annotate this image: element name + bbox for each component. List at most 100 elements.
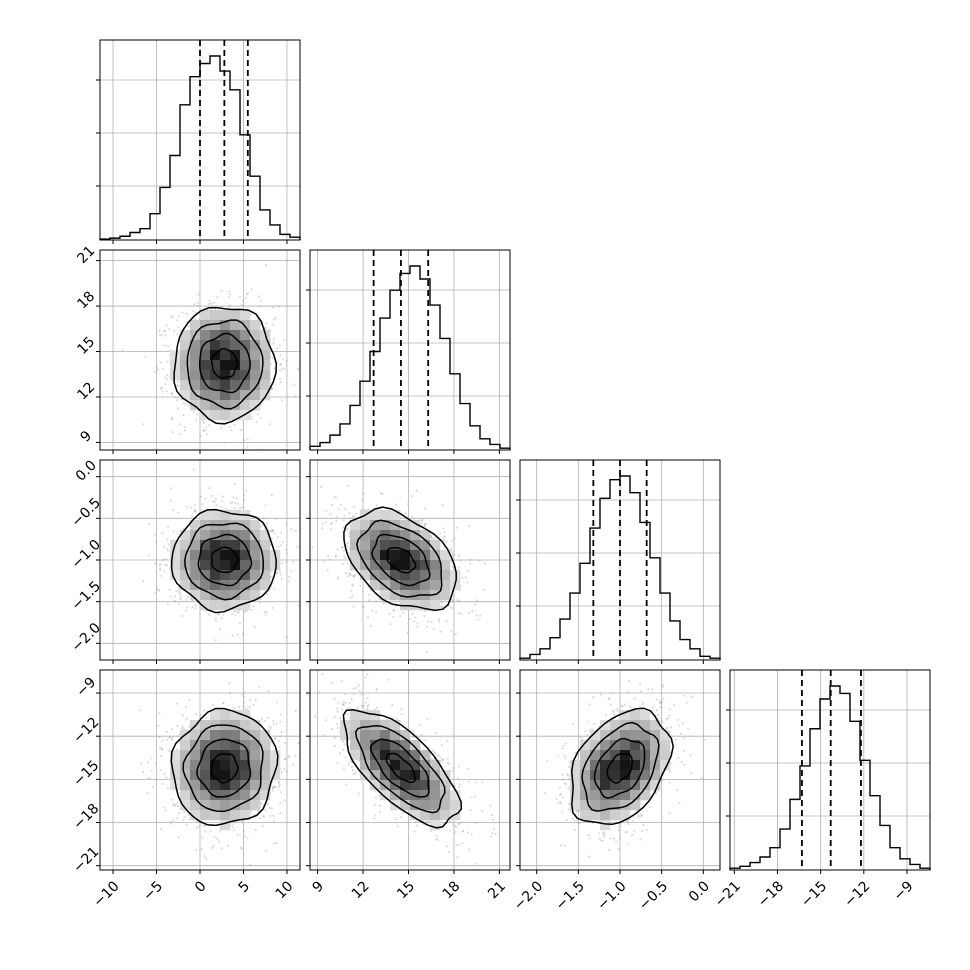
scatter-point <box>241 693 244 696</box>
scatter-point <box>176 396 179 399</box>
scatter-point <box>329 522 333 525</box>
scatter-point <box>159 387 163 390</box>
scatter-point <box>219 829 222 833</box>
scatter-point <box>220 505 223 508</box>
scatter-point <box>352 515 355 518</box>
density-bin <box>210 560 221 571</box>
contour-line <box>371 533 431 587</box>
scatter-point <box>278 377 281 380</box>
scatter-point <box>277 305 280 308</box>
scatter-point <box>279 369 282 372</box>
scatter-point <box>296 368 299 371</box>
scatter-point <box>424 507 427 510</box>
scatter-point <box>205 426 208 429</box>
density-bin <box>220 320 231 331</box>
scatter-point <box>458 612 461 615</box>
scatter-point <box>330 522 333 525</box>
scatter-point <box>273 587 276 590</box>
scatter-point <box>406 503 409 506</box>
scatter-point <box>337 508 340 511</box>
scatter-point <box>121 349 124 352</box>
scatter-point <box>159 361 162 364</box>
density-bin <box>200 580 211 591</box>
scatter-point <box>250 288 253 291</box>
density-bin <box>210 600 221 611</box>
density-bin <box>240 590 251 601</box>
scatter-point <box>342 526 345 529</box>
scatter-point <box>460 612 463 616</box>
scatter-point <box>170 487 173 490</box>
scatter-point <box>191 606 194 609</box>
scatter-point <box>205 433 208 436</box>
scatter-point <box>445 540 448 543</box>
scatter-point <box>453 537 456 540</box>
contour-line <box>343 506 457 612</box>
scatter-point <box>276 571 279 574</box>
scatter-point <box>442 535 445 539</box>
density-bin <box>190 520 201 531</box>
density-bin <box>190 550 201 561</box>
scatter-point <box>272 338 276 341</box>
scatter-point <box>146 792 149 795</box>
density-bin <box>430 570 441 581</box>
scatter-point <box>175 319 178 322</box>
scatter-point <box>242 632 245 636</box>
scatter-point <box>288 580 291 583</box>
density-bin <box>250 540 261 551</box>
scatter-point <box>349 596 352 599</box>
scatter-point <box>375 504 378 507</box>
scatter-point <box>379 492 382 495</box>
scatter-point <box>362 606 365 609</box>
scatter-point <box>375 611 378 614</box>
density-bin <box>180 540 191 551</box>
scatter-point <box>275 571 278 575</box>
density-bin <box>220 340 231 351</box>
scatter-point <box>272 323 275 326</box>
scatter-point <box>331 503 334 506</box>
scatter-point <box>432 627 435 631</box>
scatter-point <box>474 603 477 606</box>
scatter-point <box>171 391 174 395</box>
density-bin <box>240 570 251 581</box>
scatter-point <box>179 596 182 600</box>
density-bin <box>390 590 401 601</box>
scatter-point <box>243 610 247 613</box>
scatter-point <box>264 613 267 616</box>
scatter-point <box>164 563 167 567</box>
scatter-point <box>351 583 354 586</box>
scatter-point <box>182 401 185 405</box>
scatter-point <box>176 407 180 410</box>
scatter-point <box>270 570 273 574</box>
density-panel-3-0 <box>99 669 301 871</box>
scatter-point <box>200 495 203 498</box>
scatter-point <box>240 506 243 509</box>
scatter-point <box>437 618 441 621</box>
scatter-point <box>208 487 211 490</box>
density-bin <box>230 540 241 551</box>
density-bin <box>230 320 241 331</box>
scatter-point <box>183 429 186 432</box>
scatter-point <box>171 316 174 319</box>
scatter-point <box>450 630 453 633</box>
scatter-point <box>169 499 172 502</box>
scatter-point <box>369 624 372 627</box>
scatter-point <box>353 575 356 578</box>
scatter-point <box>259 416 262 419</box>
scatter-point <box>346 545 349 548</box>
scatter-point <box>194 510 197 513</box>
scatter-point <box>392 615 395 619</box>
density-bin <box>240 400 251 411</box>
scatter-point <box>279 570 282 573</box>
scatter-point <box>478 559 481 562</box>
contour-line <box>198 332 251 394</box>
scatter-point <box>255 421 258 424</box>
scatter-point <box>238 295 241 298</box>
scatter-point <box>180 614 184 618</box>
scatter-point <box>257 295 260 298</box>
density-bin <box>260 360 271 371</box>
density-bin <box>250 340 261 351</box>
scatter-point <box>337 575 340 579</box>
scatter-point <box>195 419 198 422</box>
scatter-point <box>244 489 247 492</box>
